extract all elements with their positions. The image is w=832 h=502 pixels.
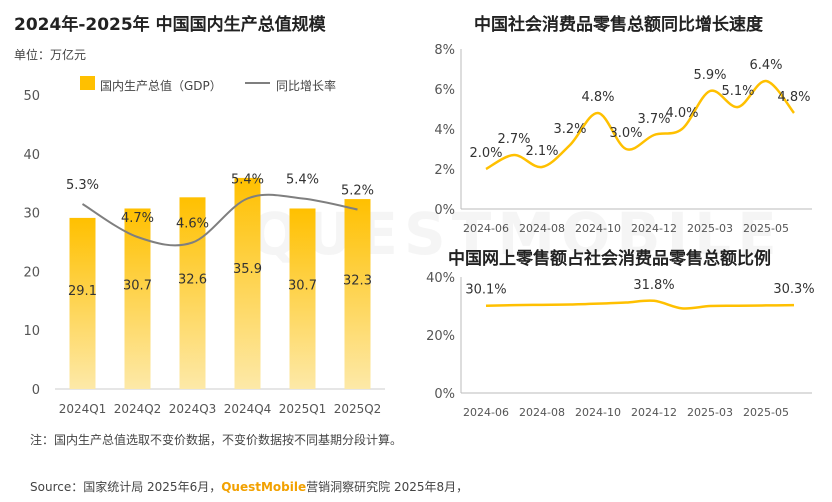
gdp-x-tick-label: 2025Q1: [279, 402, 327, 416]
gdp-y-tick-label: 0: [32, 383, 40, 398]
retail-x-tick-label: 2024-08: [519, 222, 565, 235]
gdp-bar-value-label: 30.7: [123, 279, 152, 294]
retail-point-label: 5.1%: [721, 84, 754, 99]
retail-chart-title: 中国社会消费品零售总额同比增长速度: [474, 15, 763, 35]
retail-point-label: 6.4%: [749, 58, 782, 73]
gdp-y-tick-label: 40: [23, 148, 40, 163]
gdp-growth-label: 4.7%: [121, 211, 154, 226]
online-series-line: [485, 299, 795, 310]
gdp-x-tick-label: 2024Q3: [169, 402, 217, 416]
gdp-bar-value-label: 32.6: [178, 273, 207, 288]
online-y-tick-label: 0%: [434, 387, 455, 402]
retail-x-tick-label: 2024-10: [575, 222, 621, 235]
retail-series-line: [485, 79, 795, 171]
retail-y-tick-label: 8%: [434, 43, 455, 58]
gdp-growth-label: 5.2%: [341, 184, 374, 199]
online-x-tick-label: 2025-05: [743, 406, 789, 419]
source-line: Source：国家统计局 2025年6月，QuestMobile营销洞察研究院 …: [30, 478, 468, 495]
retail-point-label: 3.7%: [637, 112, 670, 127]
gdp-bar: [179, 197, 206, 389]
online-point-label: 31.8%: [633, 278, 674, 293]
source-prefix: Source：国家统计局 2025年6月，: [30, 480, 222, 494]
retail-y-tick-label: 4%: [434, 123, 455, 138]
online-chart-title: 中国网上零售额占社会消费品零售总额比例: [448, 249, 771, 269]
retail-x-tick-label: 2025-05: [743, 222, 789, 235]
retail-y-tick-label: 2%: [434, 163, 455, 178]
gdp-bar-value-label: 29.1: [68, 284, 97, 299]
footnote: 注：国内生产总值选取不变价数据，不变价数据按不同基期分段计算。: [30, 433, 403, 447]
gdp-legend-bar-label: 国内生产总值（GDP）: [100, 79, 222, 93]
gdp-bar: [69, 217, 96, 389]
gdp-bar: [234, 177, 261, 389]
online-x-tick-label: 2024-12: [631, 406, 677, 419]
gdp-growth-label: 5.3%: [66, 178, 99, 193]
gdp-growth-label: 5.4%: [286, 173, 319, 188]
retail-y-tick-label: 0%: [434, 203, 455, 218]
gdp-y-tick-label: 50: [23, 89, 40, 104]
retail-point-label: 4.0%: [665, 106, 698, 121]
gdp-x-tick-label: 2024Q4: [224, 402, 272, 416]
gdp-bar-value-label: 35.9: [233, 262, 262, 277]
online-point-label: 30.3%: [773, 282, 814, 297]
gdp-legend-line-label: 同比增长率: [276, 79, 337, 93]
gdp-y-tick-label: 10: [23, 324, 40, 339]
gdp-unit-label: 单位：万亿元: [14, 48, 87, 62]
online-x-tick-label: 2024-08: [519, 406, 565, 419]
questmobile-brand: QuestMobile: [221, 480, 307, 494]
gdp-growth-label: 5.4%: [231, 173, 264, 188]
gdp-chart-title: 2024年-2025年 中国国内生产总值规模: [14, 15, 326, 35]
source-suffix: 营销洞察研究院 2025年8月，: [306, 480, 469, 494]
gdp-y-tick-label: 30: [23, 207, 40, 222]
gdp-x-tick-label: 2024Q1: [59, 402, 107, 416]
gdp-x-tick-label: 2025Q2: [334, 402, 382, 416]
online-x-tick-label: 2024-06: [463, 406, 509, 419]
gdp-legend-bar-swatch: [80, 76, 95, 90]
retail-point-label: 3.2%: [553, 122, 586, 137]
retail-point-label: 2.1%: [525, 144, 558, 159]
retail-y-tick-label: 6%: [434, 83, 455, 98]
retail-point-label: 2.7%: [497, 132, 530, 147]
online-y-tick-label: 40%: [426, 271, 455, 286]
retail-point-label: 4.8%: [777, 90, 810, 105]
gdp-x-tick-label: 2024Q2: [114, 402, 162, 416]
gdp-bar-value-label: 32.3: [343, 274, 372, 289]
online-point-label: 30.1%: [465, 283, 506, 298]
retail-point-label: 2.0%: [469, 146, 502, 161]
gdp-growth-label: 4.6%: [176, 217, 209, 232]
retail-x-tick-label: 2025-03: [687, 222, 733, 235]
retail-x-tick-label: 2024-12: [631, 222, 677, 235]
online-x-tick-label: 2024-10: [575, 406, 621, 419]
gdp-y-tick-label: 20: [23, 265, 40, 280]
online-y-tick-label: 20%: [426, 329, 455, 344]
retail-point-label: 4.8%: [581, 90, 614, 105]
gdp-growth-line: [81, 193, 358, 247]
gdp-bar: [344, 199, 371, 389]
online-x-tick-label: 2025-03: [687, 406, 733, 419]
gdp-bar-value-label: 30.7: [288, 279, 317, 294]
retail-point-label: 5.9%: [693, 68, 726, 83]
retail-x-tick-label: 2024-06: [463, 222, 509, 235]
retail-point-label: 3.0%: [609, 126, 642, 141]
gdp-bar: [289, 208, 316, 389]
gdp-bar: [124, 208, 151, 389]
